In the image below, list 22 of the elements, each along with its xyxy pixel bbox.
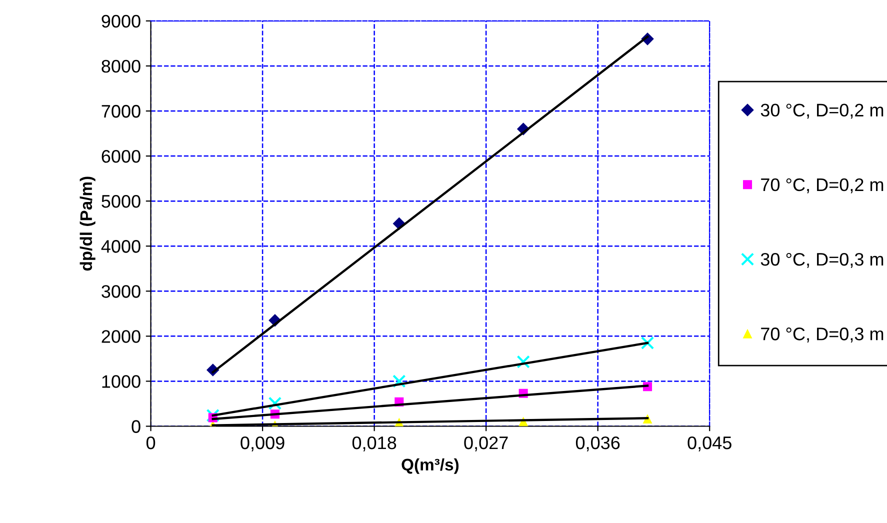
y-tick-label: 7000 bbox=[102, 104, 140, 118]
y-tick-label: 6000 bbox=[102, 150, 140, 163]
legend-label: 30 °C, D=0,2 m bbox=[760, 104, 884, 119]
legend-label: 70 °C, D=0,2 m bbox=[761, 178, 884, 194]
x-axis-title: Q(m³/s) bbox=[402, 458, 459, 474]
x-tick-label: 0,045 bbox=[688, 436, 732, 452]
x-tick-label: 0,009 bbox=[240, 436, 284, 452]
y-tick-label: 2000 bbox=[102, 330, 140, 343]
x-tick-label: 0,018 bbox=[352, 436, 396, 452]
x-tick-label: 0,027 bbox=[464, 436, 508, 452]
legend-label: 70 °C, D=0,3 m bbox=[761, 328, 884, 342]
x-tick-label: 0,036 bbox=[576, 436, 620, 452]
y-tick-label: 0 bbox=[132, 420, 140, 433]
y-tick-label: 4000 bbox=[101, 240, 140, 253]
y-tick-label: 3000 bbox=[102, 285, 140, 298]
y-tick-label: 9000 bbox=[102, 14, 140, 28]
x-tick-label: 0 bbox=[146, 436, 156, 450]
y-tick-label: 8000 bbox=[102, 60, 140, 73]
y-tick-label: 5000 bbox=[102, 195, 140, 208]
legend-label: 30 °C, D=0,3 m bbox=[760, 252, 884, 268]
y-axis-title: dp/dl (Pa/m) bbox=[80, 176, 96, 271]
y-tick-label: 1000 bbox=[102, 375, 140, 388]
